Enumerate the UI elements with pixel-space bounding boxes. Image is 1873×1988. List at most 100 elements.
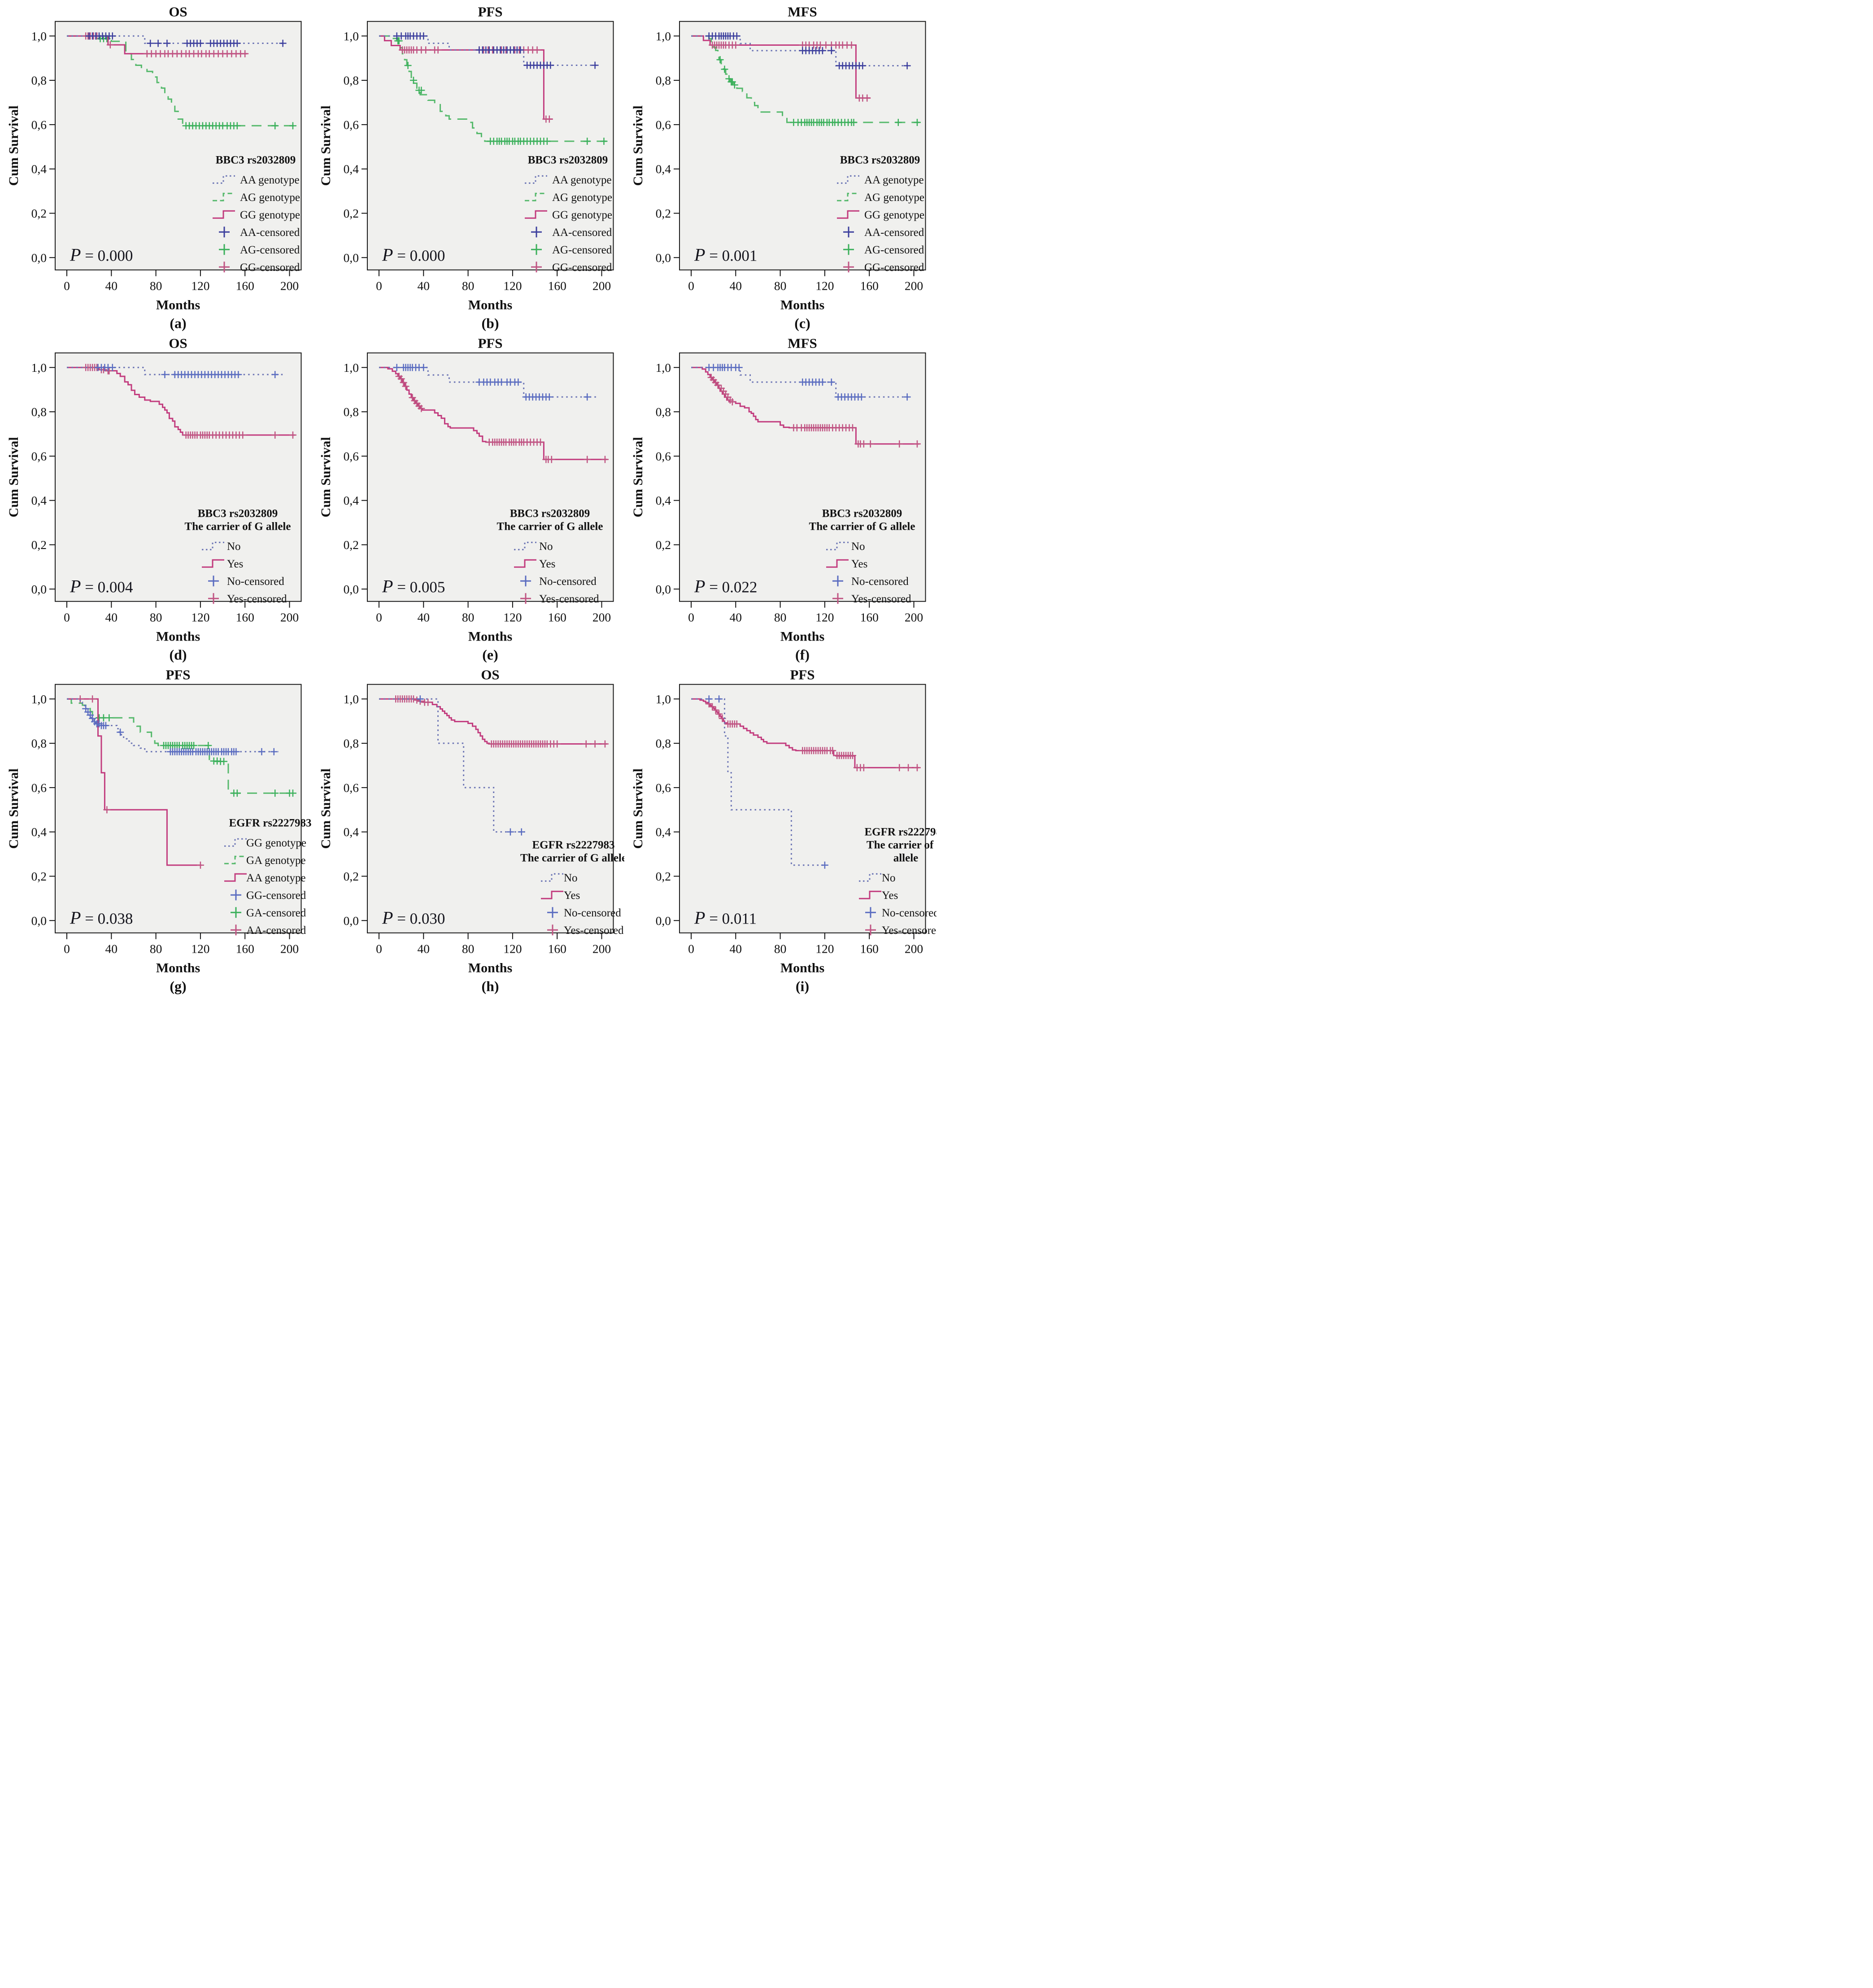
km-panel-e: PFS 1,0 0,8 0,6 0,4 0,2 0,0 0 40 80 120 160 200 Cum S… bbox=[318, 335, 614, 663]
y-tick-label: 0,6 bbox=[344, 118, 359, 131]
legend-item-label: GG-censored bbox=[246, 889, 306, 902]
legend-item: No bbox=[202, 541, 241, 553]
legend-title-line: EGFR rs2227983 bbox=[532, 839, 614, 851]
censor-mark bbox=[233, 122, 241, 130]
legend-item: Yes bbox=[826, 558, 867, 570]
legend-title-line: EGFR rs2227983 bbox=[864, 826, 936, 838]
censor-marks-no bbox=[416, 695, 525, 836]
legend-item-label: AA-censored bbox=[246, 924, 306, 937]
x-tick-label: 200 bbox=[592, 610, 611, 624]
legend-item-label: Yes bbox=[539, 558, 555, 570]
x-tick-label: 80 bbox=[774, 279, 787, 292]
x-tick-label: 160 bbox=[236, 610, 254, 624]
legend-item-label: AG-censored bbox=[552, 244, 612, 256]
x-tick-label: 200 bbox=[280, 610, 299, 624]
panel-letter-label: (b) bbox=[481, 315, 499, 331]
legend-item: No-censored bbox=[547, 907, 621, 919]
legend-line-sample-icon bbox=[514, 541, 536, 550]
legend-item-label: No-censored bbox=[539, 575, 597, 588]
censor-mark bbox=[896, 440, 903, 448]
y-tick-label: 0,0 bbox=[31, 914, 47, 928]
x-tick-label: 120 bbox=[191, 279, 209, 292]
y-tick-label: 1,0 bbox=[656, 29, 671, 43]
censor-mark bbox=[161, 371, 169, 379]
censor-marks-yes bbox=[82, 364, 296, 439]
censor-mark bbox=[289, 789, 296, 797]
plot-area bbox=[367, 352, 614, 602]
series-curve-no bbox=[379, 366, 597, 398]
x-tick-label: 80 bbox=[150, 610, 162, 624]
legend-item: No bbox=[541, 872, 578, 884]
legend-item-label: No bbox=[851, 541, 865, 553]
censor-mark bbox=[591, 740, 599, 748]
legend-title-line: The carrier of G allele bbox=[809, 520, 915, 532]
censor-mark bbox=[860, 440, 867, 448]
censor-mark bbox=[709, 703, 716, 711]
censor-mark bbox=[233, 789, 241, 797]
x-tick-label: 200 bbox=[592, 942, 611, 955]
legend: BBC3 rs2032809 AA genotype AG genotype GG g… bbox=[837, 154, 924, 274]
x-tick-label: 80 bbox=[150, 279, 162, 292]
legend-censor-sample-icon bbox=[865, 907, 876, 918]
legend-censor-sample-icon bbox=[219, 262, 230, 273]
y-tick-label: 0,8 bbox=[344, 74, 359, 87]
censor-mark bbox=[416, 695, 424, 703]
legend-item-label: GG genotype bbox=[240, 209, 300, 221]
x-tick-label: 160 bbox=[548, 279, 566, 292]
legend-item: AG genotype bbox=[213, 192, 300, 204]
y-tick-label: 0,2 bbox=[31, 206, 47, 220]
censor-mark bbox=[434, 46, 442, 54]
legend-item-label: No-censored bbox=[882, 907, 936, 919]
censor-mark bbox=[850, 118, 858, 126]
x-tick-label: 40 bbox=[730, 610, 742, 624]
x-tick-label: 200 bbox=[280, 942, 299, 955]
y-tick-label: 0,2 bbox=[656, 869, 671, 883]
legend-censor-sample-icon bbox=[843, 244, 854, 255]
x-axis-title: Months bbox=[156, 960, 200, 975]
panel-title: OS bbox=[169, 4, 187, 19]
x-tick-label: 120 bbox=[191, 942, 209, 955]
x-tick-label: 80 bbox=[462, 942, 475, 955]
censor-mark bbox=[400, 379, 407, 386]
x-axis-title: Months bbox=[156, 297, 200, 312]
censor-mark bbox=[271, 371, 279, 379]
p-value-text: P = 0.022 bbox=[694, 576, 757, 596]
y-tick-label: 0,2 bbox=[656, 206, 671, 220]
legend-line-sample-icon bbox=[213, 175, 235, 184]
censor-mark bbox=[733, 720, 740, 728]
censor-mark bbox=[716, 56, 724, 64]
legend-line-sample-icon bbox=[525, 175, 547, 184]
x-tick-label: 120 bbox=[191, 610, 209, 624]
series-curve-yes bbox=[67, 366, 295, 436]
censor-marks-yes bbox=[395, 373, 609, 463]
censor-mark bbox=[105, 714, 113, 722]
x-tick-label: 120 bbox=[503, 279, 522, 292]
legend-item: AA genotype bbox=[837, 174, 924, 186]
legend-item-label: AA genotype bbox=[864, 174, 924, 186]
censor-mark bbox=[196, 861, 204, 869]
y-tick-label: 0,8 bbox=[656, 405, 671, 419]
y-tick-label: 0,0 bbox=[31, 251, 47, 265]
y-tick-label: 0,4 bbox=[656, 825, 671, 839]
censor-marks-ga-genotype bbox=[95, 714, 296, 797]
y-axis-title: Cum Survival bbox=[631, 437, 645, 517]
y-tick-label: 1,0 bbox=[656, 692, 671, 706]
legend-item-label: AA genotype bbox=[552, 174, 612, 186]
censor-mark bbox=[860, 764, 867, 772]
censor-mark bbox=[420, 32, 427, 40]
legend-item: No bbox=[514, 541, 553, 553]
legend-line-sample-icon bbox=[826, 541, 849, 550]
censor-marks-gg-genotype bbox=[82, 32, 249, 57]
legend-title-line: The carrier of G allele bbox=[520, 852, 624, 864]
y-tick-label: 0,6 bbox=[656, 780, 671, 794]
censor-mark bbox=[536, 438, 544, 446]
series-curve-aa-genotype bbox=[67, 698, 202, 866]
censor-mark bbox=[106, 41, 114, 49]
censor-mark bbox=[235, 371, 242, 379]
y-tick-label: 0,0 bbox=[31, 582, 47, 596]
censor-mark bbox=[506, 828, 514, 836]
censor-mark bbox=[402, 383, 409, 390]
